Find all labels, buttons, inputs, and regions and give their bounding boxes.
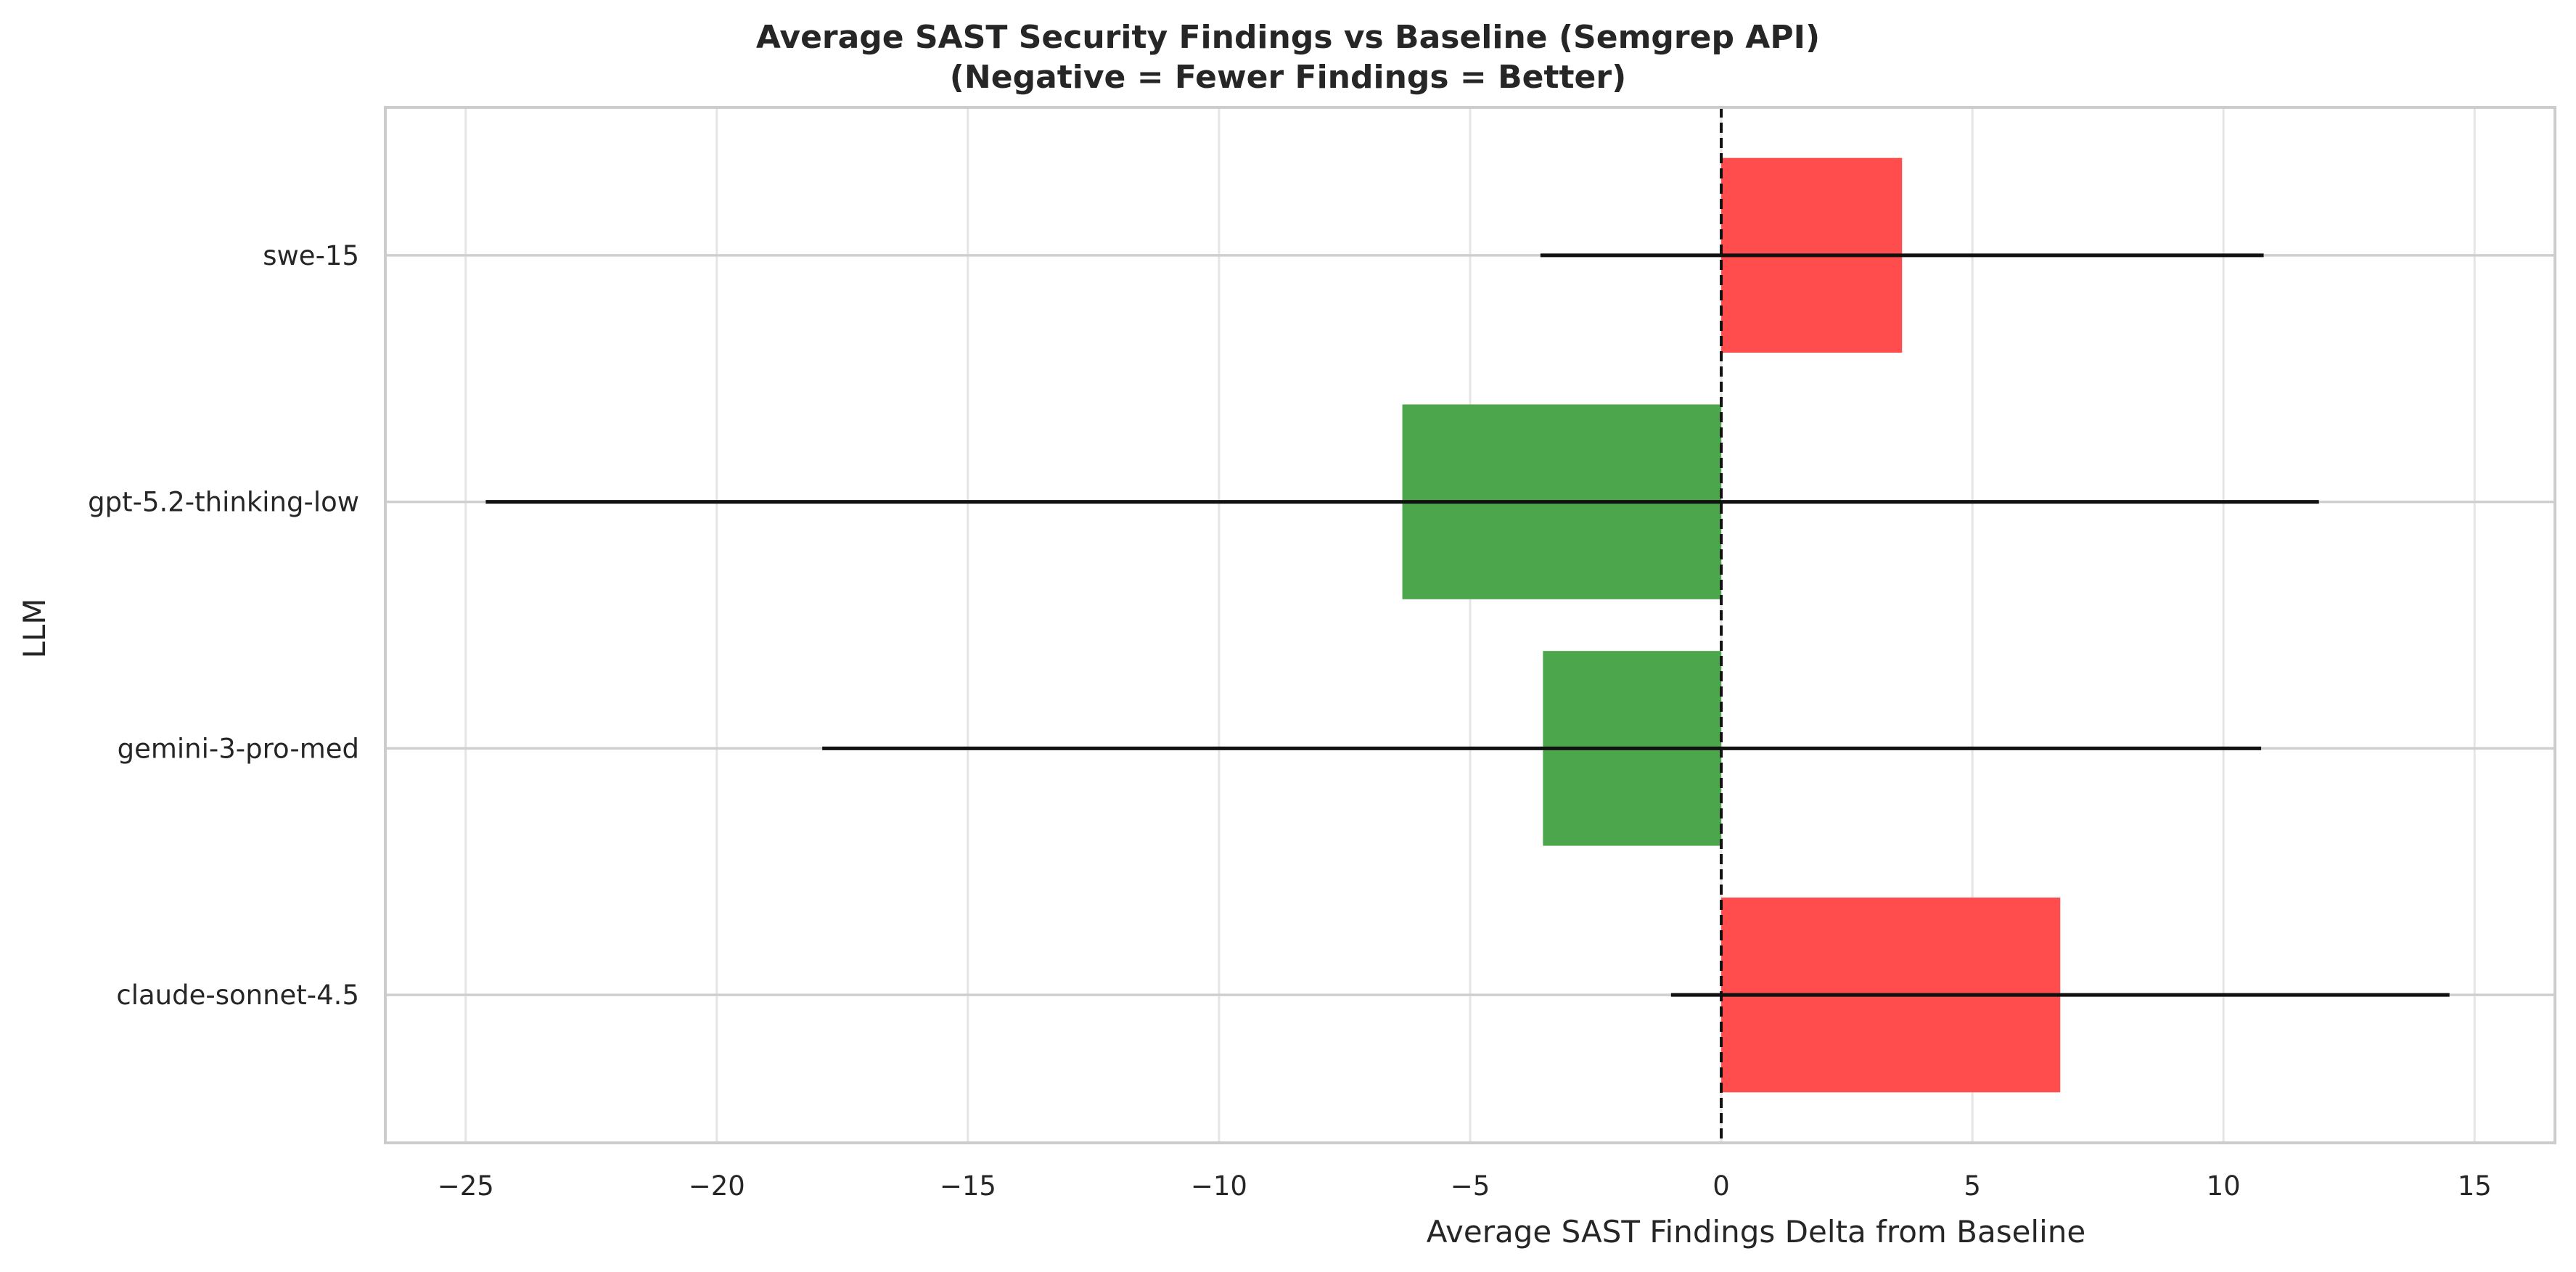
x-tick-label: 15 [2458, 1170, 2492, 1202]
chart-title: Average SAST Security Findings vs Baseli… [756, 19, 1820, 56]
error-bars [485, 253, 2450, 997]
x-tick-label: −15 [940, 1170, 996, 1202]
x-axis-label: Average SAST Findings Delta from Baselin… [1427, 1214, 2085, 1250]
y-tick-label: gpt-5.2-thinking-low [88, 487, 359, 518]
x-tick-label: 10 [2207, 1170, 2241, 1202]
grid-lines [385, 107, 2555, 1143]
x-tick-label: −20 [689, 1170, 745, 1202]
x-tick-label: −10 [1191, 1170, 1247, 1202]
y-tick-label: gemini-3-pro-med [118, 733, 359, 764]
x-tick-label: 0 [1712, 1170, 1730, 1202]
x-tick-label: −5 [1451, 1170, 1490, 1202]
x-tick-labels: −25 −20 −15 −10 −5 0 5 10 15 [438, 1170, 2492, 1202]
category-labels: swe-15 gpt-5.2-thinking-low gemini-3-pro-m… [88, 240, 359, 1011]
chart-subtitle: (Negative = Fewer Findings = Better) [950, 59, 1626, 96]
y-tick-label: claude-sonnet-4.5 [116, 980, 359, 1011]
bars [1402, 157, 2061, 1093]
y-axis-label: LLM [17, 598, 52, 658]
x-tick-label: 5 [1964, 1170, 1981, 1202]
plot-frame [384, 106, 2556, 1144]
y-tick-label: swe-15 [263, 240, 359, 271]
x-tick-label: −25 [438, 1170, 494, 1202]
